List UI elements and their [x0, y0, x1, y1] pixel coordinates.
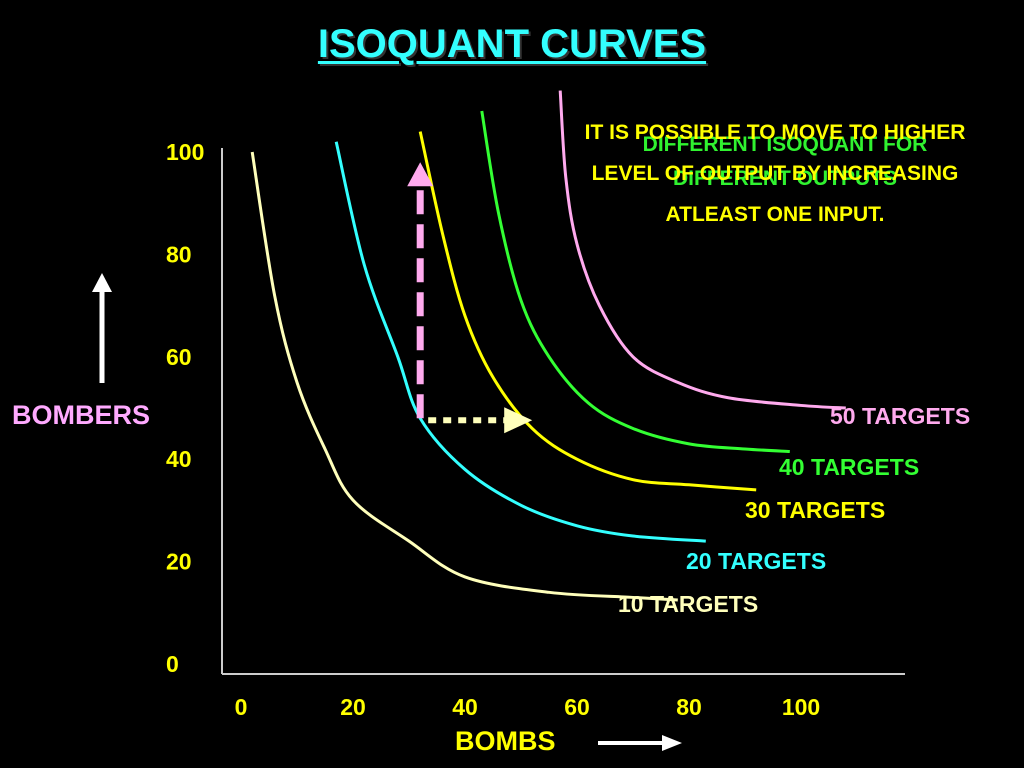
y-axis-label: BOMBERS [12, 400, 151, 430]
slide-title: ISOQUANT CURVES [317, 22, 707, 66]
y-tick-label: 80 [166, 241, 192, 267]
x-axis-label: BOMBS [455, 726, 556, 756]
up-arrowhead-icon [407, 162, 434, 187]
curve-label: 10 TARGETS [618, 591, 758, 617]
y-tick-label: 100 [166, 139, 204, 165]
x-tick-label: 80 [676, 694, 702, 720]
isoquant-curve-4 [480, 110, 790, 454]
curve-label: 30 TARGETS [745, 497, 885, 523]
y-tick-label: 40 [166, 446, 192, 472]
y-tick-label: 60 [166, 344, 192, 370]
y-tick-label: 0 [166, 651, 179, 677]
isoquant-curve-1 [250, 151, 678, 602]
x-tick-label: 60 [564, 694, 590, 720]
curve-label: 40 TARGETS [779, 454, 919, 480]
movement-note: IT IS POSSIBLE TO MOVE TO HIGHER LEVEL O… [584, 121, 966, 226]
y-tick-label: 20 [166, 549, 192, 575]
x-tick-label: 0 [235, 694, 248, 720]
x-tick-label: 20 [340, 694, 366, 720]
curve-label: 50 TARGETS [830, 403, 970, 429]
curve-label: 20 TARGETS [686, 548, 826, 574]
isoquant-note: DIFFERENT ISOQUANT FOR DIFFERENT OUTPUTS [642, 133, 928, 190]
right-arrowhead-icon [504, 407, 533, 434]
isoquant-curve-5 [558, 90, 846, 410]
x-tick-label: 40 [452, 694, 478, 720]
isoquant-curve-2 [334, 141, 706, 543]
right-arrow-icon [662, 735, 682, 751]
up-arrow-icon [92, 273, 112, 292]
x-tick-label: 100 [782, 694, 820, 720]
